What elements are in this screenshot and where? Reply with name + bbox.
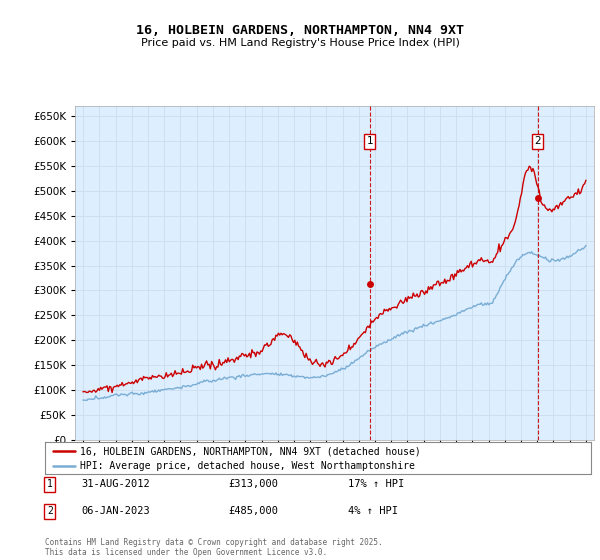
Text: £485,000: £485,000 [228,506,278,516]
Text: 1: 1 [47,479,53,489]
Text: 16, HOLBEIN GARDENS, NORTHAMPTON, NN4 9XT (detached house): 16, HOLBEIN GARDENS, NORTHAMPTON, NN4 9X… [80,446,421,456]
Text: 16, HOLBEIN GARDENS, NORTHAMPTON, NN4 9XT: 16, HOLBEIN GARDENS, NORTHAMPTON, NN4 9X… [136,24,464,38]
Text: 4% ↑ HPI: 4% ↑ HPI [348,506,398,516]
Text: 2: 2 [47,506,53,516]
Text: 17% ↑ HPI: 17% ↑ HPI [348,479,404,489]
Text: HPI: Average price, detached house, West Northamptonshire: HPI: Average price, detached house, West… [80,461,415,471]
Text: 2: 2 [535,137,541,146]
Text: 31-AUG-2012: 31-AUG-2012 [81,479,150,489]
Text: 06-JAN-2023: 06-JAN-2023 [81,506,150,516]
Text: Price paid vs. HM Land Registry's House Price Index (HPI): Price paid vs. HM Land Registry's House … [140,38,460,48]
Text: £313,000: £313,000 [228,479,278,489]
Text: 1: 1 [367,137,373,146]
Text: Contains HM Land Registry data © Crown copyright and database right 2025.
This d: Contains HM Land Registry data © Crown c… [45,538,383,557]
